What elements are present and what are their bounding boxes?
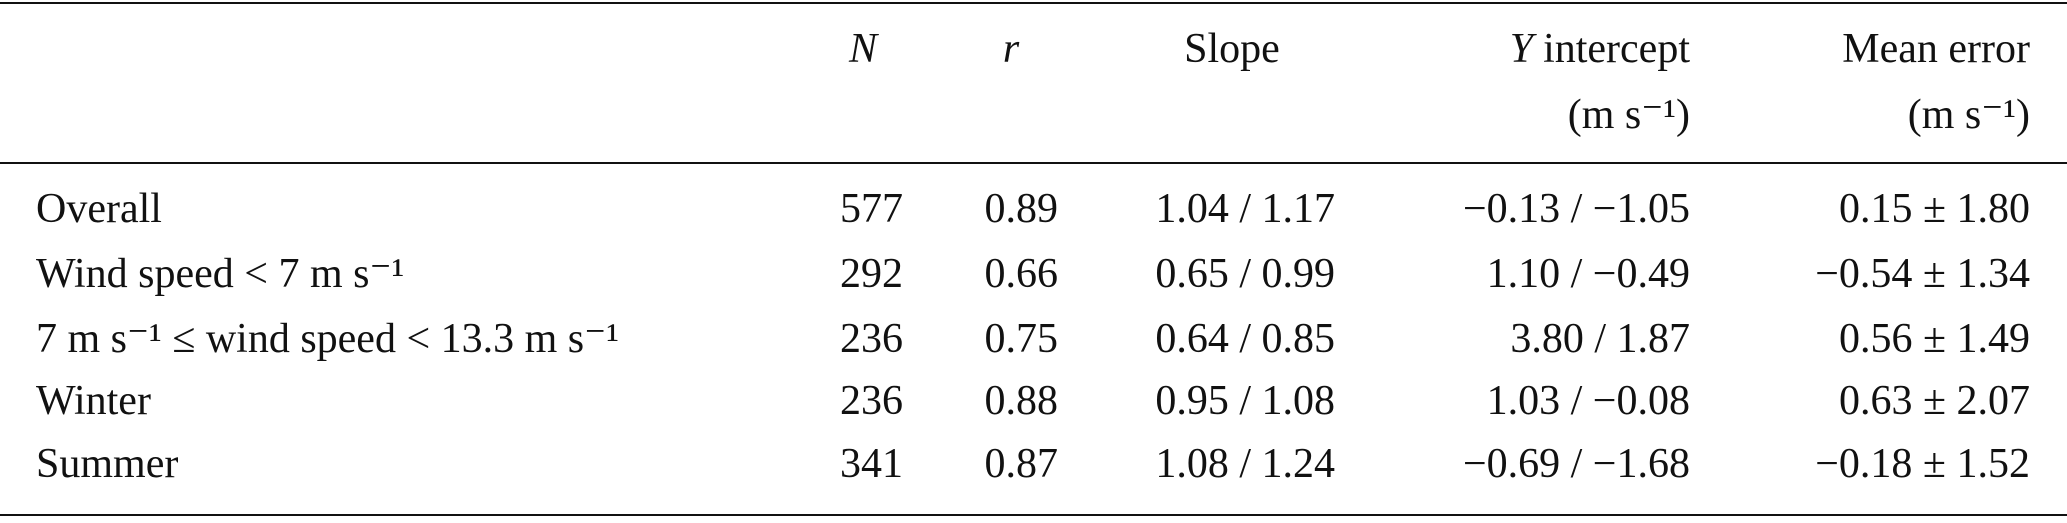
header-y-unit: (m s⁻¹) <box>1568 92 1690 138</box>
cell-mean-error: 0.63 ± 2.07 <box>1839 378 2030 424</box>
cell-r: 0.75 <box>985 316 1059 362</box>
row-label: Summer <box>36 441 178 487</box>
header-r: r <box>1003 26 1020 72</box>
header-n: N <box>848 26 879 72</box>
header-y-label: intercept <box>1543 26 1690 72</box>
cell-n: 236 <box>840 316 903 362</box>
cell-mean-error: 0.56 ± 1.49 <box>1839 316 2030 362</box>
cell-y-intercept: 3.80 / 1.87 <box>1510 316 1690 362</box>
cell-y-intercept: 1.03 / −0.08 <box>1487 378 1690 424</box>
row-label: Wind speed < 7 m s⁻¹ <box>36 251 404 297</box>
cell-mean-error: −0.18 ± 1.52 <box>1815 441 2030 487</box>
cell-r: 0.87 <box>985 441 1059 487</box>
cell-mean-error: −0.54 ± 1.34 <box>1815 251 2030 297</box>
cell-slope: 0.64 / 0.85 <box>1155 316 1335 362</box>
cell-y-intercept: −0.69 / −1.68 <box>1463 441 1690 487</box>
cell-n: 236 <box>840 378 903 424</box>
header-y-symbol: Y <box>1510 26 1538 72</box>
cell-r: 0.88 <box>985 378 1059 424</box>
header-slope: Slope <box>1184 26 1280 72</box>
cell-n: 577 <box>840 186 903 232</box>
row-label: 7 m s⁻¹ ≤ wind speed < 13.3 m s⁻¹ <box>36 316 619 362</box>
cell-r: 0.66 <box>985 251 1059 297</box>
cell-y-intercept: 1.10 / −0.49 <box>1487 251 1690 297</box>
cell-slope: 1.08 / 1.24 <box>1155 441 1335 487</box>
cell-mean-error: 0.15 ± 1.80 <box>1839 186 2030 232</box>
cell-slope: 0.95 / 1.08 <box>1155 378 1335 424</box>
cell-n: 292 <box>840 251 903 297</box>
header-mean-error-unit: (m s⁻¹) <box>1908 92 2030 138</box>
cell-n: 341 <box>840 441 903 487</box>
cell-slope: 0.65 / 0.99 <box>1155 251 1335 297</box>
cell-slope: 1.04 / 1.17 <box>1155 186 1335 232</box>
cell-r: 0.89 <box>985 186 1059 232</box>
header-mean-error: Mean error <box>1842 26 2030 72</box>
row-label: Winter <box>36 378 151 424</box>
cell-y-intercept: −0.13 / −1.05 <box>1463 186 1690 232</box>
row-label: Overall <box>36 186 162 232</box>
